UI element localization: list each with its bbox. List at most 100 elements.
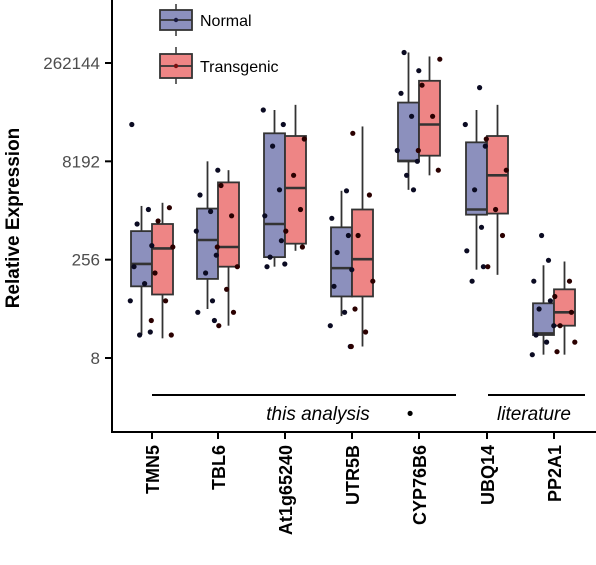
data-point: [208, 208, 214, 215]
box-normal-at1g65240: [263, 110, 286, 267]
data-point: [149, 243, 155, 249]
data-point: [203, 270, 209, 276]
data-point: [270, 143, 276, 149]
data-point: [211, 317, 217, 324]
annotation-bullet: •: [407, 404, 414, 425]
data-point: [260, 107, 266, 113]
data-point: [419, 82, 425, 88]
data-point: [485, 264, 491, 270]
data-point: [148, 317, 154, 324]
data-point: [462, 121, 468, 128]
data-point: [482, 143, 488, 149]
data-point: [262, 213, 268, 219]
data-point: [214, 244, 220, 250]
legend-transgenic-key: [159, 47, 193, 84]
data-point: [163, 298, 169, 304]
data-point: [297, 206, 304, 213]
box-body: [217, 181, 240, 268]
data-point: [282, 261, 288, 267]
box-transgenic-pp2a1: [553, 261, 576, 355]
x-tick-label: TBL6: [209, 445, 229, 490]
y-tick-label: 262144: [43, 54, 100, 73]
data-point: [230, 309, 237, 315]
y-tick-label: 8192: [62, 152, 100, 171]
data-point: [170, 244, 176, 250]
data-point: [215, 167, 221, 173]
data-point: [533, 332, 539, 338]
data-point: [264, 264, 270, 270]
data-point: [394, 147, 400, 154]
data-point: [552, 293, 558, 300]
data-point: [483, 136, 489, 142]
data-point: [472, 187, 478, 193]
data-point: [350, 130, 356, 136]
data-point: [414, 158, 420, 164]
data-point: [342, 309, 348, 315]
data-point: [229, 213, 235, 219]
box-transgenic-ubq14: [486, 104, 509, 275]
data-point: [398, 90, 404, 96]
data-point: [544, 339, 550, 345]
data-point: [539, 232, 545, 239]
x-tick-label: CYP76B6: [410, 445, 430, 525]
data-point: [551, 323, 557, 329]
data-point: [329, 215, 335, 221]
data-point: [216, 323, 222, 329]
data-point: [134, 221, 140, 227]
data-point: [276, 187, 283, 193]
data-point: [566, 278, 573, 284]
data-point: [127, 298, 133, 304]
box-transgenic-cyp76b6: [418, 56, 441, 176]
data-point: [331, 283, 337, 289]
data-point: [435, 167, 441, 173]
data-point: [568, 309, 575, 315]
y-axis-title: Relative Expression: [3, 128, 24, 309]
data-point: [197, 192, 203, 198]
data-point: [345, 232, 351, 239]
data-point: [404, 172, 410, 178]
data-point: [536, 306, 542, 312]
box-body: [397, 101, 420, 163]
data-point: [278, 238, 284, 244]
data-point: [363, 329, 369, 335]
data-point: [437, 56, 443, 62]
data-point: [224, 286, 230, 292]
x-tick-label: TMN5: [143, 445, 163, 494]
data-point: [415, 147, 421, 154]
data-point: [480, 264, 486, 270]
data-point: [213, 252, 219, 258]
annotation-this-analysis: this analysis: [266, 404, 370, 425]
legend-normal-key: [159, 4, 193, 36]
data-point: [348, 343, 354, 350]
data-point: [195, 309, 201, 315]
data-point: [168, 332, 174, 338]
box-transgenic-at1g65240: [284, 104, 307, 251]
data-point: [477, 85, 483, 91]
box-transgenic-tmn5: [151, 202, 174, 339]
box-body: [130, 230, 153, 288]
data-point: [557, 323, 563, 329]
box-normal-utr5b: [330, 190, 353, 317]
data-point: [147, 329, 153, 335]
data-point: [352, 306, 358, 312]
data-point: [301, 136, 307, 142]
box-body: [418, 79, 441, 157]
annotation-literature: literature: [497, 404, 571, 425]
x-tick-label: At1g65240: [276, 445, 296, 535]
legend: Normal Transgenic: [159, 4, 279, 84]
box-normal-tbl6: [196, 161, 219, 309]
data-point: [129, 121, 135, 128]
data-point: [503, 167, 509, 173]
data-point: [166, 205, 172, 211]
data-point: [145, 206, 151, 213]
data-point: [478, 224, 485, 230]
data-point: [554, 349, 560, 355]
data-point: [366, 192, 372, 198]
box-normal-pp2a1: [532, 265, 555, 355]
data-point: [529, 352, 535, 358]
data-point: [464, 248, 470, 254]
box-body: [553, 288, 576, 327]
data-point: [572, 339, 578, 345]
data-point: [499, 232, 506, 239]
